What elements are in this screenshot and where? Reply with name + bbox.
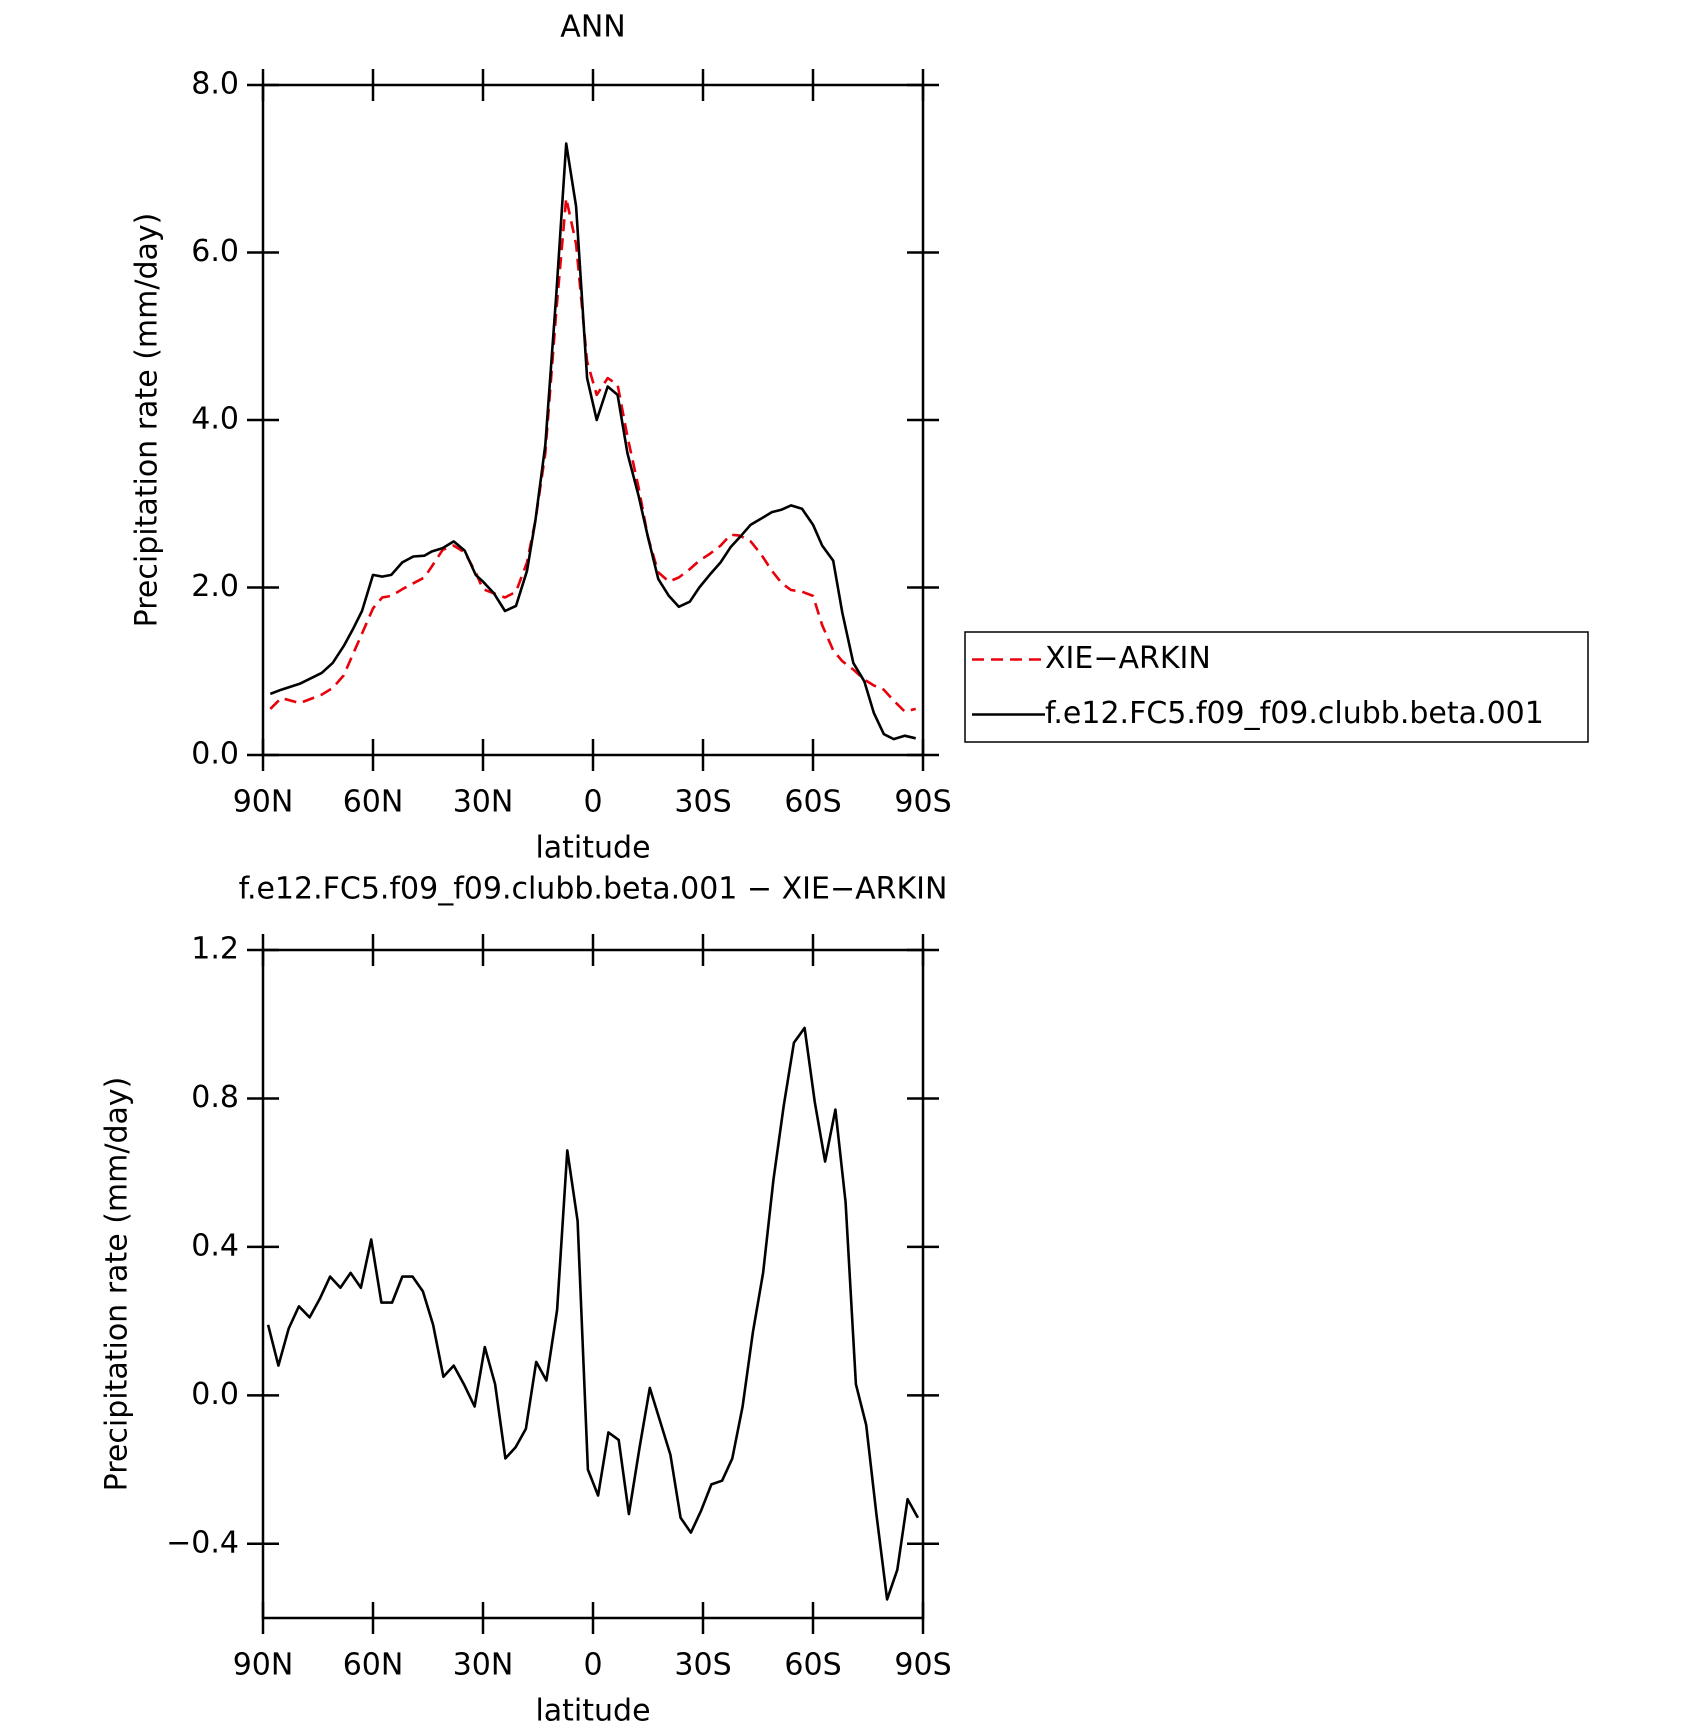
y-tick-label: 0.8 [191, 1080, 239, 1115]
x-tick-label: 30S [674, 1648, 731, 1683]
y-tick-label: 4.0 [191, 402, 239, 437]
legend-label: f.e12.FC5.f09_f09.clubb.beta.001 [1045, 696, 1544, 731]
x-tick-label: 60S [784, 1648, 841, 1683]
chart-title: f.e12.FC5.f09_f09.clubb.beta.001 − XIE−A… [239, 872, 948, 907]
x-axis-label: latitude [535, 831, 650, 866]
x-tick-label: 90N [233, 1648, 294, 1683]
x-tick-label: 90N [233, 785, 294, 820]
x-tick-label: 90S [894, 785, 951, 820]
y-tick-label: 0.0 [191, 1377, 239, 1412]
y-tick-label: 1.2 [191, 932, 239, 967]
plot-frame [261, 83, 925, 757]
y-axis-label: Precipitation rate (mm/day) [130, 213, 165, 628]
x-tick-label: 0 [583, 1648, 602, 1683]
x-tick-label: 30N [453, 1648, 514, 1683]
x-tick-label: 90S [894, 1648, 951, 1683]
y-axis-label: Precipitation rate (mm/day) [100, 1077, 135, 1492]
x-axis-label: latitude [535, 1694, 650, 1729]
x-tick-label: 30S [674, 785, 731, 820]
legend-label: XIE−ARKIN [1045, 641, 1211, 676]
y-tick-label: 8.0 [191, 67, 239, 102]
x-tick-label: 0 [583, 785, 602, 820]
legend-box [964, 631, 1589, 743]
chart-title: ANN [560, 10, 625, 45]
x-tick-label: 60N [343, 785, 404, 820]
data-line [266, 1026, 920, 1601]
y-tick-label: 6.0 [191, 234, 239, 269]
y-tick-label: −0.4 [166, 1525, 239, 1560]
y-tick-label: 0.4 [191, 1228, 239, 1263]
data-line [269, 196, 916, 713]
y-tick-label: 2.0 [191, 569, 239, 604]
data-line [269, 142, 916, 741]
x-tick-label: 60N [343, 1648, 404, 1683]
x-tick-label: 60S [784, 785, 841, 820]
x-tick-label: 30N [453, 785, 514, 820]
y-tick-label: 0.0 [191, 737, 239, 772]
